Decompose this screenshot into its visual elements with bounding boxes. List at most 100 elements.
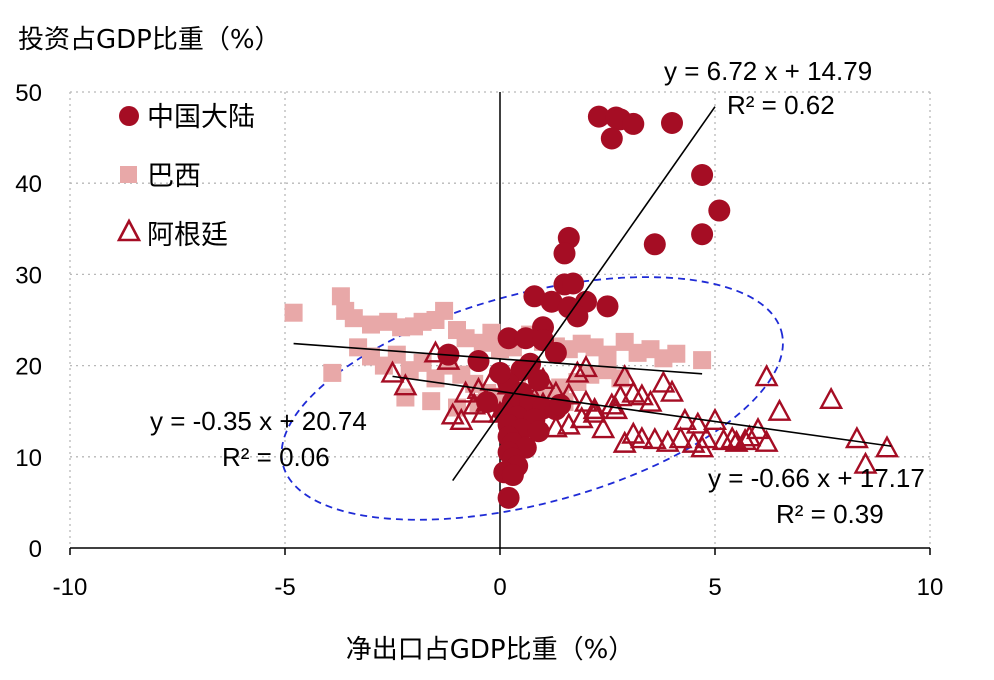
- point-brazil: [284, 303, 303, 322]
- point-argentina: [659, 379, 685, 402]
- point-argentina: [724, 429, 749, 452]
- point-argentina: [565, 360, 590, 383]
- point-china: [596, 295, 619, 318]
- y-tick-label: 30: [15, 262, 42, 289]
- x-tick-label: 10: [917, 574, 944, 601]
- regression-annotations: y = 6.72 x + 14.79 R² = 0.62 y = -0.35 x…: [150, 56, 925, 529]
- point-china: [587, 105, 610, 128]
- point-argentina: [612, 364, 637, 387]
- point-brazil: [323, 363, 342, 382]
- point-argentina: [853, 451, 878, 474]
- point-brazil: [387, 345, 406, 364]
- y-tick-label: 0: [29, 536, 42, 563]
- point-argentina: [573, 354, 599, 378]
- point-argentina: [754, 429, 779, 452]
- point-argentina: [629, 426, 654, 449]
- point-argentina: [685, 411, 710, 434]
- point-china: [501, 464, 524, 487]
- data-points: [284, 105, 900, 509]
- point-china: [622, 112, 645, 135]
- point-argentina: [702, 407, 728, 431]
- point-argentina: [733, 427, 758, 451]
- point-china: [544, 341, 567, 364]
- point-china: [549, 393, 572, 416]
- x-axis-title: 净出口占GDP比重（%）: [346, 635, 635, 665]
- point-brazil: [693, 351, 712, 370]
- x-tick-label: 5: [708, 574, 721, 601]
- trend-line: [452, 106, 716, 481]
- point-argentina: [711, 427, 736, 451]
- point-brazil: [344, 309, 363, 328]
- point-argentina: [874, 435, 900, 458]
- point-china: [497, 327, 520, 350]
- point-argentina: [754, 364, 779, 387]
- point-argentina: [440, 402, 465, 425]
- legend-marker-circle: [119, 106, 139, 126]
- x-tick-label: 0: [493, 574, 506, 601]
- point-china: [562, 272, 585, 295]
- point-argentina: [393, 373, 418, 396]
- point-brazil: [331, 287, 350, 306]
- trend-lines: [293, 106, 892, 481]
- point-argentina: [573, 389, 599, 412]
- point-china: [540, 290, 563, 313]
- point-china: [497, 486, 520, 509]
- point-brazil: [667, 344, 686, 363]
- point-argentina: [767, 398, 792, 421]
- x-tick-label: -5: [274, 574, 295, 601]
- trend-line: [293, 342, 703, 375]
- point-brazil: [435, 301, 454, 320]
- point-china: [553, 242, 576, 265]
- china-fit-r2: R² = 0.62: [727, 90, 835, 120]
- dashed-ellipse: [280, 276, 784, 521]
- point-argentina: [629, 383, 654, 406]
- point-china: [691, 163, 714, 186]
- point-china: [523, 285, 546, 308]
- point-argentina: [380, 360, 405, 383]
- point-argentina: [737, 424, 762, 447]
- y-tick-label: 20: [15, 354, 42, 381]
- y-tick-label: 40: [15, 171, 42, 198]
- point-china: [527, 369, 550, 392]
- legend-label-china: 中国大陆: [147, 102, 255, 133]
- x-tick-label: -10: [53, 574, 88, 601]
- y-axis-title: 投资占GDP比重（%）: [18, 25, 281, 55]
- point-china: [661, 112, 683, 135]
- point-argentina: [582, 396, 607, 420]
- legend-marker-square: [120, 166, 137, 183]
- point-china: [467, 350, 490, 373]
- legend: 中国大陆 巴西 阿根廷: [116, 102, 255, 251]
- point-argentina: [690, 435, 715, 458]
- point-brazil: [456, 329, 475, 348]
- point-argentina: [608, 384, 633, 407]
- argentina-fit-equation: y = -0.66 x + 17.17: [708, 463, 925, 493]
- point-brazil: [362, 315, 380, 334]
- point-china: [566, 305, 589, 328]
- point-china: [527, 420, 550, 443]
- point-argentina: [638, 389, 663, 412]
- point-china: [489, 361, 511, 384]
- legend-item-argentina: 阿根廷: [116, 218, 228, 251]
- point-argentina: [642, 426, 667, 450]
- point-argentina: [819, 386, 844, 410]
- legend-item-china: 中国大陆: [119, 102, 255, 133]
- argentina-fit-r2: R² = 0.39: [776, 499, 884, 529]
- point-argentina: [543, 415, 568, 438]
- highlight-ellipse-layer: [280, 276, 784, 521]
- point-argentina: [844, 426, 869, 449]
- point-brazil: [422, 392, 441, 411]
- y-tick-label: 50: [15, 80, 42, 107]
- point-china: [708, 199, 731, 222]
- point-china: [514, 327, 537, 350]
- point-china: [476, 391, 499, 414]
- tick-labels: -10 -5 0 5 10 0 10 20 30 40 50: [15, 80, 943, 601]
- brazil-fit-equation: y = -0.35 x + 20.74: [150, 406, 367, 436]
- point-brazil: [598, 345, 617, 364]
- legend-label-brazil: 巴西: [147, 161, 201, 192]
- point-argentina: [651, 370, 676, 393]
- point-china: [600, 127, 623, 150]
- point-argentina: [668, 426, 693, 449]
- y-tick-label: 10: [15, 445, 42, 472]
- china-fit-equation: y = 6.72 x + 14.79: [664, 56, 872, 86]
